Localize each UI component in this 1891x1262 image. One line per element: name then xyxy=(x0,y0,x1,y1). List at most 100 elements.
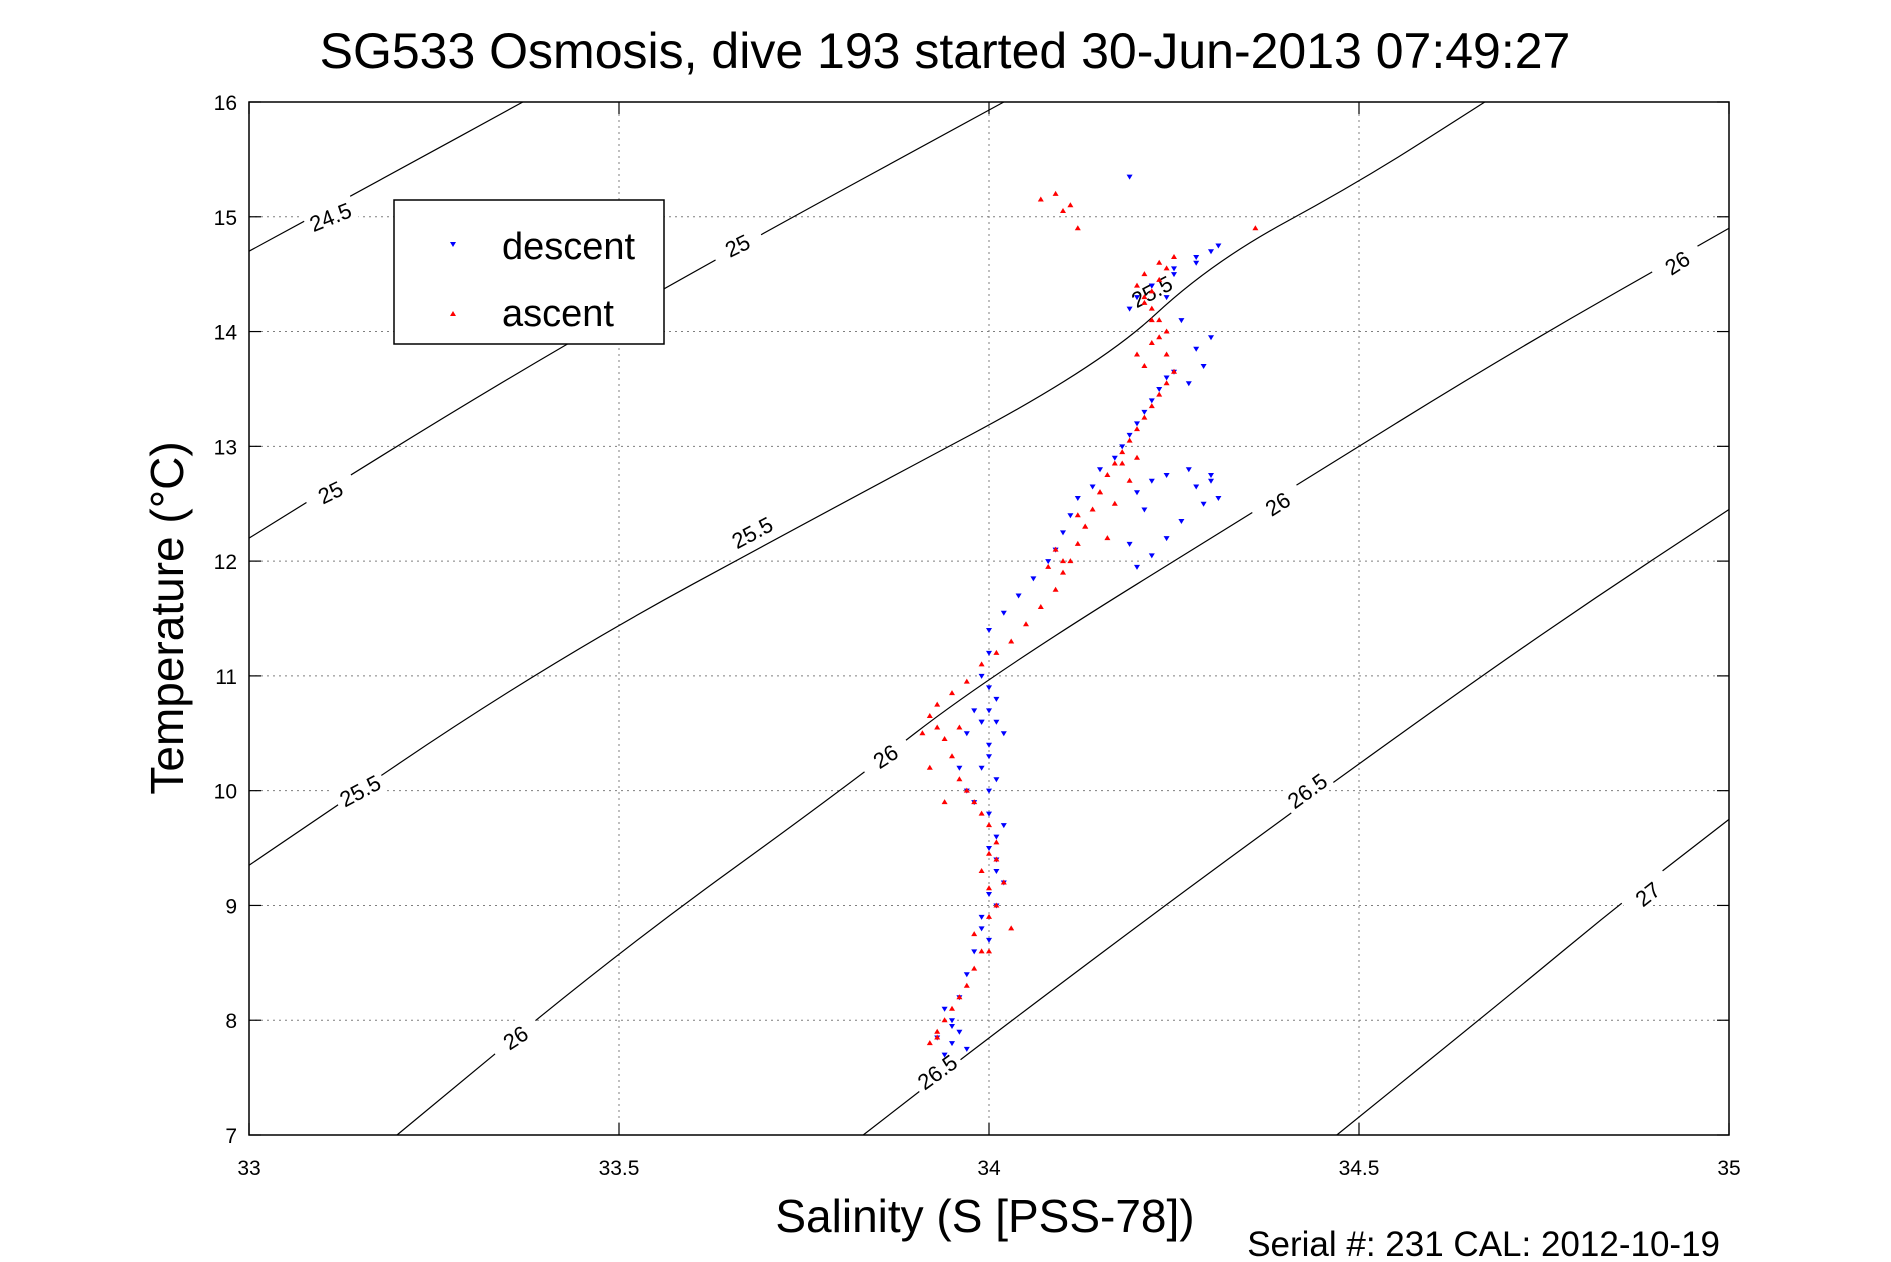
ascent-point xyxy=(963,982,970,988)
legend-descent-marker xyxy=(450,242,456,247)
descent-point xyxy=(986,650,992,656)
descent-point xyxy=(941,1006,948,1012)
x-tick-label: 35 xyxy=(1717,1157,1740,1180)
descent-point xyxy=(971,708,978,714)
ascent-point xyxy=(926,764,933,770)
ascent-point xyxy=(986,822,992,828)
ascent-point xyxy=(978,868,985,874)
x-tick-label: 34.5 xyxy=(1339,1157,1380,1180)
ascent-point xyxy=(1126,437,1133,443)
descent-point xyxy=(1215,243,1222,249)
ascent-point xyxy=(1148,305,1155,311)
descent-point xyxy=(1215,495,1222,501)
descent-point xyxy=(978,673,985,679)
y-tick-label: 16 xyxy=(214,92,237,115)
ascent-point xyxy=(1156,259,1163,265)
ascent-point xyxy=(1008,925,1015,931)
y-tick-label: 7 xyxy=(225,1125,237,1148)
descent-point xyxy=(1200,363,1207,369)
ascent-point xyxy=(1082,523,1089,529)
ascent-point xyxy=(1134,426,1140,432)
contour-label-bg xyxy=(330,766,389,814)
ascent-point xyxy=(1156,334,1163,340)
ascent-point xyxy=(978,948,985,954)
chart-title: SG533 Osmosis, dive 193 started 30-Jun-2… xyxy=(320,23,1571,79)
descent-point xyxy=(1193,484,1200,490)
ascent-point xyxy=(1037,196,1044,202)
descent-point xyxy=(993,834,1000,840)
contour-label-bg xyxy=(855,730,914,781)
descent-point xyxy=(949,1018,955,1024)
descent-point xyxy=(1208,478,1214,484)
descent-point xyxy=(986,627,992,633)
descent-point xyxy=(986,685,992,691)
ascent-point xyxy=(986,850,992,856)
contour-label-bg xyxy=(707,221,767,268)
ascent-point xyxy=(1126,477,1133,483)
contour-label-bg xyxy=(1647,236,1706,287)
descent-point xyxy=(1074,495,1081,501)
ascent-point xyxy=(1163,328,1170,334)
axis-ticks: 33 33.5 34 34.5 35 7 8 9 10 11 12 13 14 15 16 xyxy=(214,92,1741,1180)
y-tick-label: 15 xyxy=(214,207,237,230)
descent-point xyxy=(1185,381,1192,387)
ascent-point xyxy=(934,1028,941,1034)
descent-point xyxy=(1193,254,1200,260)
ascent-point xyxy=(1141,299,1148,305)
descent-point xyxy=(993,719,1000,725)
ascent-point xyxy=(1148,317,1155,323)
contour-label-bg xyxy=(301,194,360,238)
y-tick-label: 10 xyxy=(214,781,237,804)
ascent-point xyxy=(1163,265,1170,271)
ascent-point xyxy=(971,965,978,971)
ascent-point xyxy=(1156,276,1163,282)
ascent-point xyxy=(978,661,985,667)
ascent-point xyxy=(1119,449,1126,455)
descent-point xyxy=(1045,559,1052,565)
descent-point xyxy=(956,765,963,771)
contour-line-26 xyxy=(396,227,1730,1136)
ascent-point xyxy=(1104,535,1111,541)
descent-point xyxy=(1156,386,1163,392)
descent-point xyxy=(1126,541,1133,547)
footer-serial-cal: Serial #: 231 CAL: 2012-10-19 xyxy=(1247,1225,1720,1262)
x-tick-label: 34 xyxy=(977,1157,1001,1180)
ascent-point xyxy=(1134,454,1140,460)
descent-point xyxy=(1200,501,1207,507)
descent-point xyxy=(1163,295,1170,301)
descent-point xyxy=(986,811,992,817)
contour-label-bg xyxy=(722,507,781,556)
descent-point xyxy=(941,1052,948,1058)
ascent-point xyxy=(1141,414,1148,420)
ascent-point xyxy=(1037,604,1044,610)
descent-point xyxy=(963,1046,970,1052)
ascent-point xyxy=(993,839,1000,845)
ascent-point xyxy=(986,913,992,919)
ascent-point xyxy=(1052,586,1059,592)
ascent-point xyxy=(956,994,963,1000)
contour-label-bg xyxy=(485,1011,544,1062)
ascent-point xyxy=(1141,294,1148,300)
ascent-point xyxy=(1045,563,1052,569)
ascent-point xyxy=(1008,638,1015,644)
descent-point xyxy=(1126,432,1133,438)
descent-point xyxy=(1178,518,1185,524)
descent-point xyxy=(1141,409,1148,415)
ascent-point xyxy=(963,787,970,793)
descent-point xyxy=(978,719,985,725)
ascent-point xyxy=(1141,271,1148,277)
y-tick-label: 8 xyxy=(225,1010,237,1033)
descent-point xyxy=(963,731,970,737)
descent-point xyxy=(1126,306,1133,312)
descent-point xyxy=(1000,823,1007,829)
y-tick-label: 13 xyxy=(214,436,237,459)
descent-point xyxy=(993,696,1000,702)
descent-point xyxy=(1089,484,1096,490)
ascent-point xyxy=(986,885,992,891)
ascent-point xyxy=(1067,558,1074,564)
contour-label-bg xyxy=(1618,866,1676,920)
ascent-point xyxy=(1052,190,1059,196)
ascent-point xyxy=(1067,202,1074,208)
descent-point xyxy=(1148,283,1155,289)
ascent-point xyxy=(1060,208,1066,214)
